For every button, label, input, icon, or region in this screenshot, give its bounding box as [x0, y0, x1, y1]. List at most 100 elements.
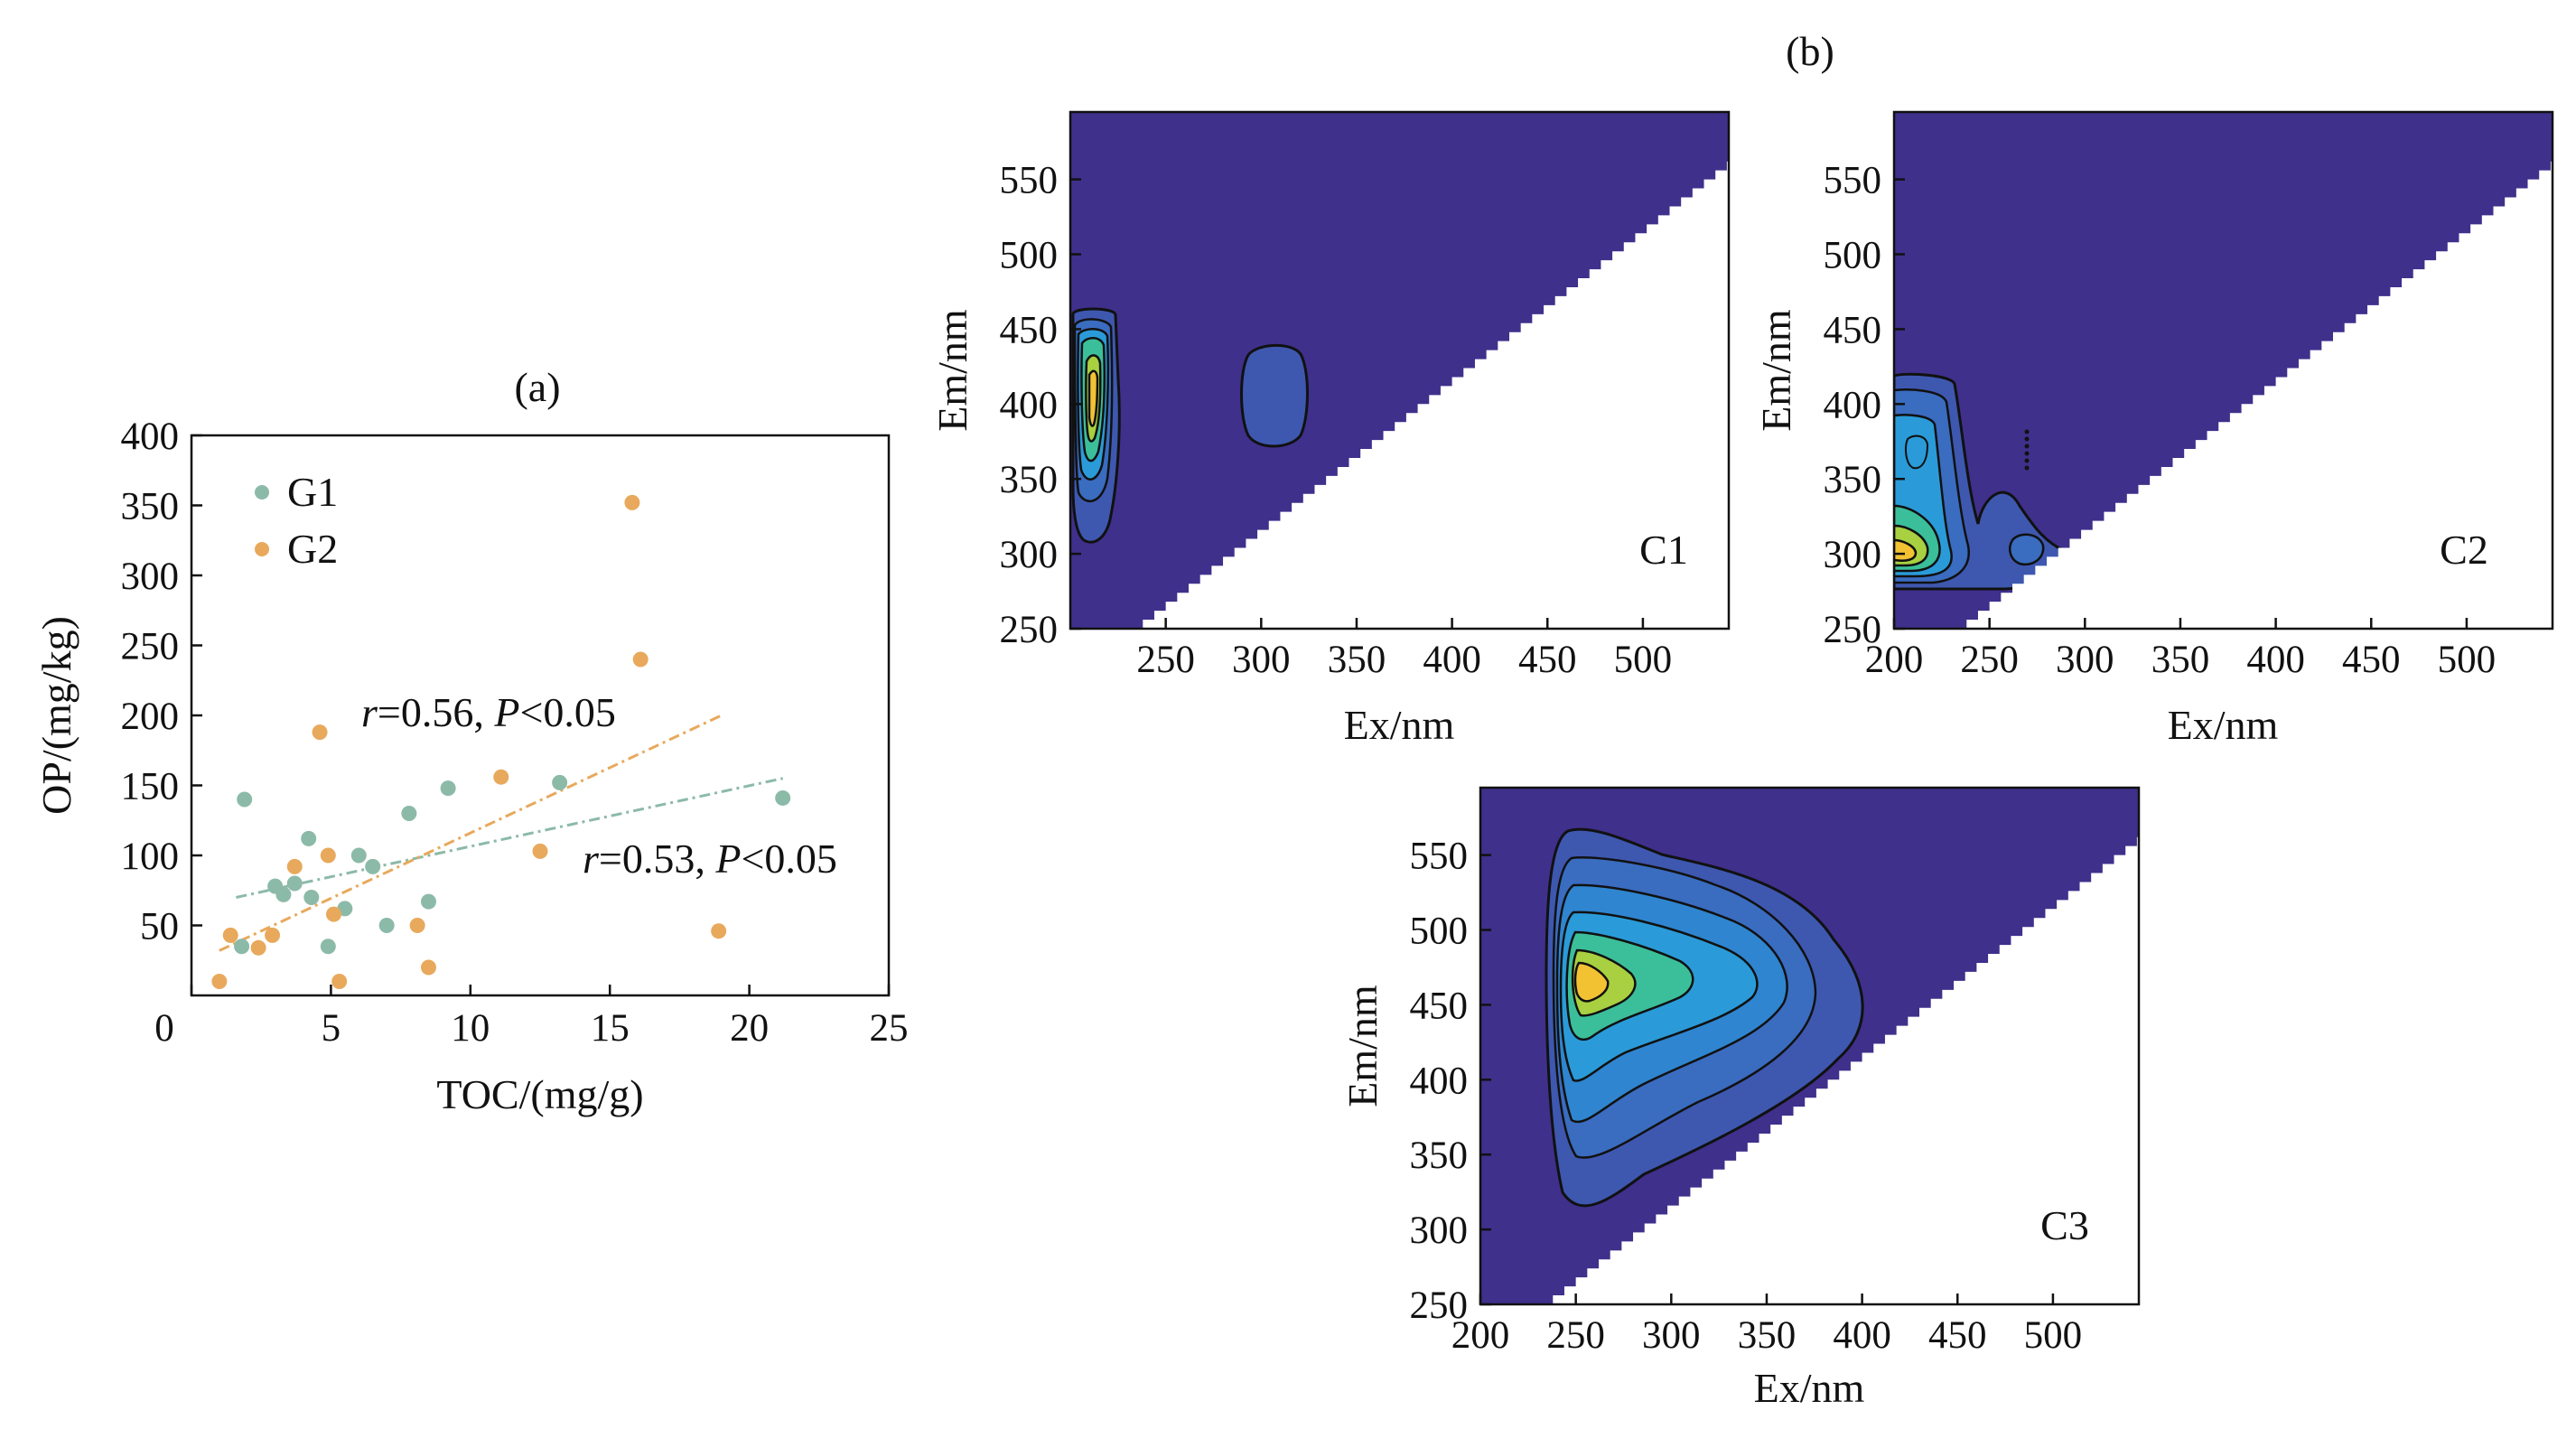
- point-g1: [320, 939, 336, 955]
- y-tick-label-c1: 250: [1000, 609, 1059, 651]
- point-g2: [325, 906, 341, 922]
- eem-subplot-c1: 250 300 350 400 450 500250300350400450500550 …: [929, 110, 1731, 748]
- point-g2: [420, 959, 436, 976]
- blank-region-c1: [1131, 161, 1729, 629]
- point-g2: [312, 724, 328, 741]
- legend-marker-g1: [255, 485, 269, 500]
- point-g1: [552, 774, 568, 790]
- y-tick-label-c2: 550: [1824, 160, 1882, 202]
- annotation-g2-rest: <0.05: [519, 689, 615, 735]
- point-g1: [378, 918, 395, 933]
- x-tick-label-a: 5: [322, 1007, 341, 1050]
- blank-region-c2: [1955, 161, 2553, 629]
- contour-peak-c3: [1545, 827, 1864, 1208]
- x-tick-label-c2: 200: [1865, 639, 1924, 681]
- y-tick-label-a: 250: [121, 626, 180, 668]
- annotation-g1-text: =0.53,: [599, 836, 715, 882]
- x-tick-label-c1: 450: [1518, 639, 1577, 681]
- annotation-g2-r: r: [361, 689, 378, 735]
- y-tick-label-c3: 300: [1410, 1210, 1469, 1252]
- axis-ticks-c1: 250 300 350 400 450 500 250 300 350 400 450 500 550: [1000, 160, 1673, 681]
- y-tick-label-a: 100: [121, 836, 180, 878]
- x-tick-label-c3: 200: [1451, 1314, 1510, 1357]
- point-g2: [632, 651, 649, 668]
- y-tick-label-a: 350: [121, 486, 180, 528]
- data-points-a: [211, 494, 791, 989]
- y-tick-label-c1: 350: [1000, 459, 1059, 501]
- point-g2: [265, 927, 281, 943]
- y-tick-label-c3: 350: [1410, 1135, 1469, 1177]
- y-tick-label-c2: 250: [1824, 609, 1882, 651]
- annotation-g2-p: P: [493, 689, 519, 735]
- component-label-c1: C1: [1639, 527, 1688, 573]
- y-tick-label-c2: 400: [1824, 384, 1882, 426]
- y-tick-label-c3: 450: [1410, 985, 1469, 1027]
- legend-label-g2: G2: [287, 526, 338, 572]
- x-axis-label-a: TOC/(mg/g): [436, 1071, 643, 1117]
- y-axis-label-c3: Em/nm: [1339, 985, 1386, 1107]
- fit-line-g2: [219, 714, 723, 952]
- point-g1: [440, 780, 456, 797]
- y-tick-label-c2: 300: [1824, 534, 1882, 576]
- legend-a: G1 G2: [255, 469, 338, 572]
- y-tick-label-c1: 500: [1000, 235, 1059, 277]
- y-tick-label-c2: 500: [1824, 235, 1882, 277]
- x-tick-label-a: 10: [451, 1007, 490, 1050]
- y-tick-label-c3: 550: [1410, 836, 1469, 878]
- point-g1: [286, 875, 303, 892]
- y-axis-label-c2: Em/nm: [1753, 309, 1799, 432]
- point-g2: [331, 974, 348, 989]
- fit-lines-a: [219, 714, 783, 952]
- x-tick-label-c2: 400: [2246, 639, 2305, 681]
- x-tick-label-c1: 300: [1232, 639, 1291, 681]
- point-g1: [420, 893, 436, 910]
- x-tick-label-a: 25: [870, 1007, 909, 1050]
- annotation-g2: r=0.56, P<0.05: [361, 689, 616, 735]
- point-g1: [350, 847, 367, 864]
- x-tick-label-a: 0: [154, 1007, 174, 1050]
- y-tick-label-c1: 400: [1000, 384, 1059, 426]
- x-tick-label-c2: 350: [2151, 639, 2210, 681]
- y-tick-label-c2: 350: [1824, 459, 1882, 501]
- point-g2: [532, 843, 548, 859]
- y-tick-label-c1: 450: [1000, 309, 1059, 351]
- point-g2: [250, 939, 266, 956]
- x-tick-label-c2: 450: [2342, 639, 2401, 681]
- x-tick-label-a: 15: [591, 1007, 630, 1050]
- point-g2: [211, 974, 228, 989]
- x-tick-label-c3: 500: [2024, 1314, 2083, 1357]
- y-tick-label-a: 300: [121, 556, 180, 598]
- x-tick-label-c2: 300: [2056, 639, 2114, 681]
- legend-marker-g2: [255, 542, 269, 556]
- eem-subplot-c2: 200 250 300 350 400 450 5002503003504004505005…: [1753, 110, 2554, 748]
- axis-ticks-c2: 200 250 300 350 400 450 5002503003504004505005…: [1824, 160, 2497, 681]
- point-g1: [401, 806, 417, 821]
- plot-frame-c3: [1479, 786, 2141, 1306]
- point-g1: [301, 830, 317, 846]
- x-axis-label-c1: Ex/nm: [1344, 702, 1455, 748]
- x-tick-label-c3: 400: [1833, 1314, 1891, 1357]
- point-g1: [365, 858, 381, 874]
- component-label-c2: C2: [2440, 527, 2488, 573]
- x-axis-label-c3: Ex/nm: [1754, 1365, 1865, 1411]
- point-g1: [303, 890, 320, 905]
- point-g1: [234, 939, 250, 955]
- x-tick-label-c3: 250: [1546, 1314, 1605, 1357]
- contour-peak-c1: [1071, 307, 1121, 544]
- x-tick-label-a: 20: [730, 1007, 769, 1050]
- fit-line-g1: [236, 777, 783, 899]
- point-g2: [624, 494, 640, 510]
- y-tick-label-c3: 400: [1410, 1060, 1469, 1102]
- component-label-c3: C3: [2040, 1202, 2089, 1248]
- panel-label-b: (b): [1786, 28, 1834, 74]
- x-tick-label-c3: 350: [1738, 1314, 1797, 1357]
- annotation-g1: r=0.53, P<0.05: [583, 836, 837, 882]
- panel-label-a: (a): [514, 364, 560, 410]
- x-tick-label-c3: 450: [1928, 1314, 1987, 1357]
- y-tick-label-c2: 450: [1824, 309, 1882, 351]
- point-g1: [775, 789, 791, 806]
- plot-frame-c2: [1892, 110, 2554, 630]
- x-tick-label-c1: 250: [1136, 639, 1195, 681]
- axis-ticks-c3: 200 250 300 350 400 450 5002503003504004505005…: [1410, 836, 2083, 1357]
